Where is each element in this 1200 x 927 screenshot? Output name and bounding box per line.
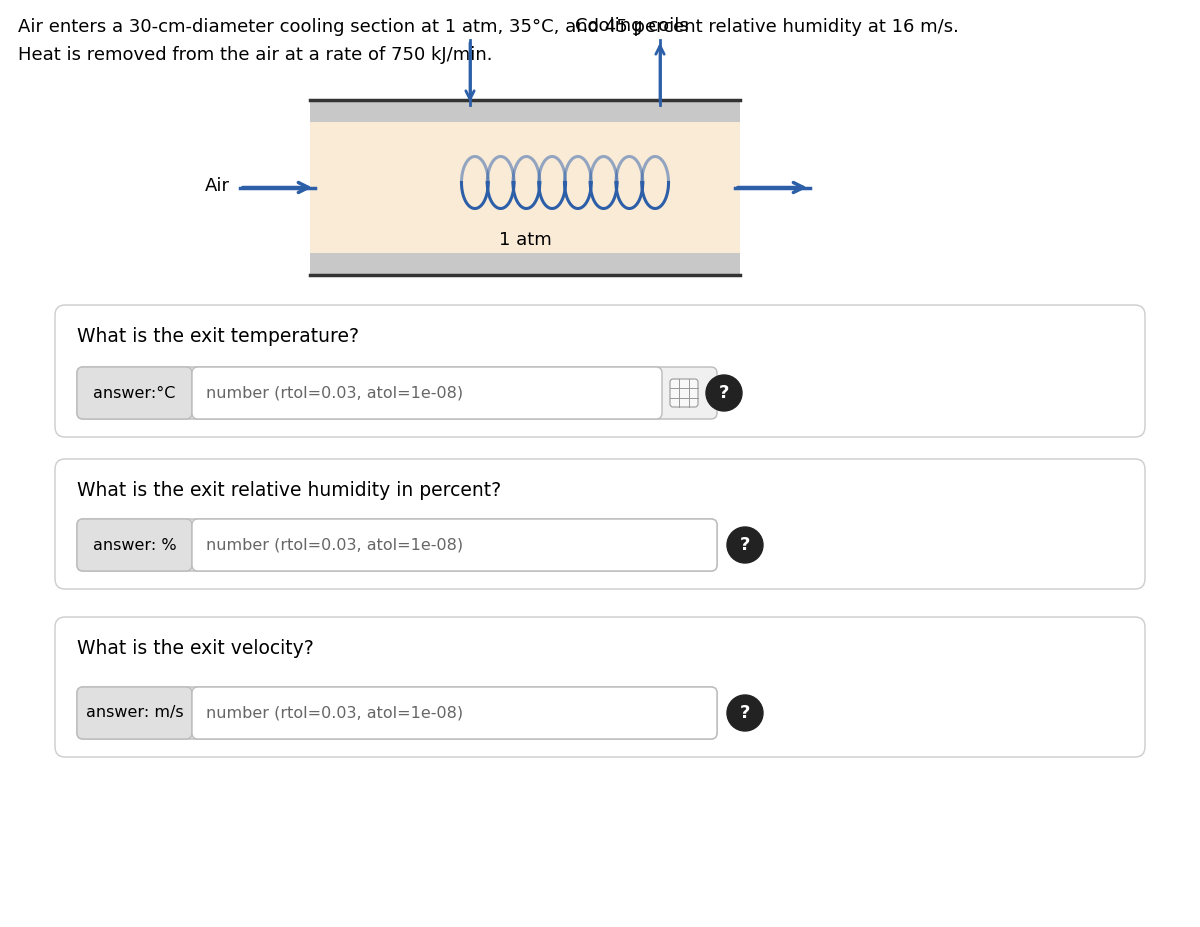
Text: 1 atm: 1 atm [499, 231, 551, 249]
Text: answer:°C: answer:°C [94, 386, 175, 400]
Text: What is the exit relative humidity in percent?: What is the exit relative humidity in pe… [77, 481, 502, 500]
Text: answer: %: answer: % [92, 538, 176, 552]
FancyBboxPatch shape [192, 519, 718, 571]
FancyBboxPatch shape [77, 519, 718, 571]
Text: ?: ? [740, 704, 750, 722]
Circle shape [727, 695, 763, 731]
FancyBboxPatch shape [77, 687, 718, 739]
Text: number (rtol=0.03, atol=1e-08): number (rtol=0.03, atol=1e-08) [206, 538, 463, 552]
Text: What is the exit velocity?: What is the exit velocity? [77, 639, 313, 658]
FancyBboxPatch shape [192, 367, 662, 419]
Text: Cooling coils: Cooling coils [575, 17, 689, 35]
Text: ?: ? [740, 536, 750, 554]
FancyBboxPatch shape [77, 519, 192, 571]
FancyBboxPatch shape [77, 367, 718, 419]
Circle shape [706, 375, 742, 411]
Text: Air enters a 30-cm-diameter cooling section at 1 atm, 35°C, and 45 percent relat: Air enters a 30-cm-diameter cooling sect… [18, 18, 959, 36]
FancyBboxPatch shape [77, 687, 192, 739]
FancyBboxPatch shape [55, 459, 1145, 589]
Bar [310, 253, 740, 275]
Bar [310, 100, 740, 122]
FancyBboxPatch shape [55, 305, 1145, 437]
Bar [310, 100, 740, 275]
Text: Air: Air [205, 176, 230, 195]
Text: answer: m/s: answer: m/s [85, 705, 184, 720]
FancyBboxPatch shape [192, 687, 718, 739]
Text: Heat is removed from the air at a rate of 750 kJ/min.: Heat is removed from the air at a rate o… [18, 46, 492, 64]
Text: number (rtol=0.03, atol=1e-08): number (rtol=0.03, atol=1e-08) [206, 705, 463, 720]
Circle shape [727, 527, 763, 563]
FancyBboxPatch shape [55, 617, 1145, 757]
Text: ?: ? [719, 384, 730, 402]
FancyBboxPatch shape [670, 379, 698, 407]
FancyBboxPatch shape [77, 367, 192, 419]
Text: What is the exit temperature?: What is the exit temperature? [77, 327, 359, 346]
Text: number (rtol=0.03, atol=1e-08): number (rtol=0.03, atol=1e-08) [206, 386, 463, 400]
